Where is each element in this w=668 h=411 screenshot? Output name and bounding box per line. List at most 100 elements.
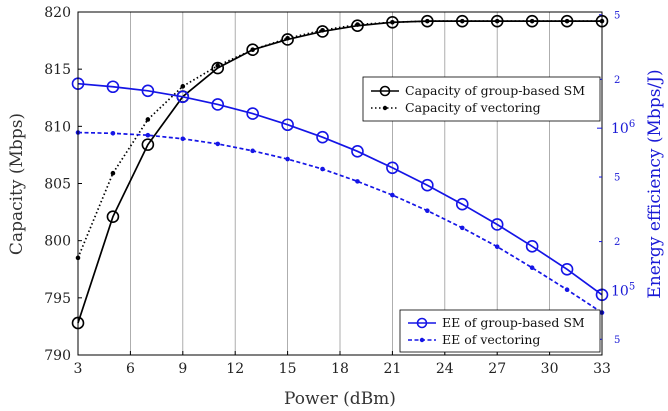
series-3 bbox=[75, 130, 605, 315]
series-line-3 bbox=[77, 131, 603, 314]
y2-tick-label-5: 2 bbox=[614, 75, 620, 86]
data-point-1-3 bbox=[180, 84, 186, 89]
data-point-1-6 bbox=[285, 35, 290, 41]
data-point-2-5 bbox=[246, 107, 259, 120]
series-line-1 bbox=[77, 20, 602, 259]
data-point-2-14 bbox=[560, 262, 574, 276]
data-point-1-4 bbox=[215, 63, 221, 69]
data-point-3-3 bbox=[180, 136, 186, 142]
x-tick-label-3: 3 bbox=[74, 361, 83, 377]
y2-tick-label-2: 2 bbox=[614, 237, 620, 248]
data-point-3-11 bbox=[459, 225, 465, 231]
series-line-2 bbox=[77, 82, 603, 296]
data-point-0-2 bbox=[141, 138, 155, 151]
y-tick-label-800: 800 bbox=[44, 234, 71, 250]
y-axis-left: 790 795 800 805 810 815 820 bbox=[44, 5, 82, 364]
series-layer bbox=[71, 14, 609, 330]
data-point-0-14 bbox=[560, 14, 574, 28]
data-point-0-6 bbox=[281, 33, 294, 46]
data-point-3-12 bbox=[494, 244, 500, 250]
legend-label-capacity-sm: Capacity of group-based SM bbox=[405, 83, 585, 98]
x-tick-label-12: 12 bbox=[226, 361, 244, 377]
grid bbox=[129, 12, 550, 355]
data-point-0-10 bbox=[421, 14, 434, 28]
data-point-2-3 bbox=[176, 90, 190, 104]
x-tick-label-15: 15 bbox=[279, 361, 297, 377]
y2-tick-label-1: 105 bbox=[611, 281, 635, 299]
series-2 bbox=[71, 77, 609, 302]
data-point-2-1 bbox=[106, 80, 120, 94]
x-tick-label-9: 9 bbox=[178, 361, 187, 377]
legend-marker-capacity-sm bbox=[379, 85, 391, 97]
data-point-3-4 bbox=[215, 141, 221, 147]
x-tick-label-18: 18 bbox=[331, 361, 349, 377]
data-point-3-13 bbox=[529, 265, 535, 271]
y-tick-label-820: 820 bbox=[44, 5, 71, 21]
data-point-2-13 bbox=[525, 240, 539, 253]
data-point-2-12 bbox=[490, 218, 504, 231]
data-point-2-11 bbox=[455, 197, 469, 211]
y-tick-label-795: 795 bbox=[44, 291, 71, 307]
y-tick-label-790: 790 bbox=[44, 348, 71, 364]
data-point-0-5 bbox=[246, 43, 259, 57]
data-point-3-14 bbox=[564, 287, 570, 293]
legend-label-capacity-vectoring: Capacity of vectoring bbox=[405, 100, 541, 115]
data-point-1-12 bbox=[494, 18, 500, 24]
y-axis-label-right: Energy efficiency (Mbps/J) bbox=[645, 69, 665, 298]
y-axis-right: 5 105 2 5 106 2 5 bbox=[597, 10, 635, 346]
data-point-3-6 bbox=[285, 156, 290, 162]
data-point-1-11 bbox=[459, 18, 465, 24]
x-axis: 3 6 9 12 15 18 21 24 27 30 33 bbox=[74, 351, 611, 377]
y-axis-label-left: Capacity (Mbps) bbox=[7, 113, 27, 255]
legend-label-ee-vectoring: EE of vectoring bbox=[442, 332, 540, 347]
data-point-1-5 bbox=[250, 47, 255, 53]
data-point-3-7 bbox=[320, 166, 325, 172]
x-tick-label-24: 24 bbox=[436, 361, 454, 377]
y2-tick-label-3: 5 bbox=[614, 173, 620, 184]
y2-tick-label-0: 5 bbox=[614, 335, 620, 346]
data-point-0-1 bbox=[106, 210, 120, 223]
data-point-2-8 bbox=[351, 145, 364, 158]
data-point-2-6 bbox=[281, 118, 294, 132]
data-point-3-2 bbox=[145, 132, 151, 138]
data-point-2-7 bbox=[316, 130, 329, 144]
data-point-2-4 bbox=[211, 98, 225, 111]
data-point-3-8 bbox=[355, 179, 360, 184]
data-point-1-8 bbox=[355, 22, 360, 27]
x-tick-label-21: 21 bbox=[383, 361, 401, 377]
data-point-1-2 bbox=[145, 117, 151, 122]
data-point-0-7 bbox=[316, 25, 329, 38]
data-point-3-1 bbox=[110, 130, 116, 136]
data-point-1-13 bbox=[529, 18, 535, 24]
y-tick-label-805: 805 bbox=[44, 177, 71, 193]
data-point-3-10 bbox=[425, 208, 430, 214]
legend-ee: EE of group-based SM EE of vectoring bbox=[399, 309, 601, 353]
data-point-1-14 bbox=[564, 18, 570, 24]
data-point-1-1 bbox=[110, 170, 116, 176]
data-point-1-7 bbox=[320, 27, 325, 33]
legend-capacity: Capacity of group-based SM Capacity of v… bbox=[362, 76, 601, 122]
x-axis-label: Power (dBm) bbox=[284, 389, 396, 409]
x-tick-label-33: 33 bbox=[593, 361, 611, 377]
data-point-1-10 bbox=[425, 18, 430, 24]
data-point-3-5 bbox=[250, 148, 255, 154]
data-point-2-9 bbox=[386, 161, 399, 175]
x-tick-label-27: 27 bbox=[488, 361, 506, 377]
x-tick-label-30: 30 bbox=[541, 361, 559, 377]
series-1 bbox=[75, 18, 605, 261]
y2-tick-label-4: 106 bbox=[611, 119, 635, 137]
y-tick-label-815: 815 bbox=[44, 62, 71, 78]
legend-label-ee-sm: EE of group-based SM bbox=[442, 315, 585, 330]
legend-marker-capacity-vectoring bbox=[382, 105, 388, 111]
y-tick-label-810: 810 bbox=[44, 119, 71, 135]
legend-marker-ee-sm bbox=[416, 317, 428, 329]
data-point-0-4 bbox=[211, 61, 225, 75]
data-point-3-9 bbox=[390, 192, 395, 198]
data-point-2-2 bbox=[141, 84, 155, 98]
data-point-2-10 bbox=[421, 178, 434, 192]
y2-tick-label-6: 5 bbox=[614, 10, 620, 21]
data-point-1-9 bbox=[390, 19, 395, 25]
legend-marker-ee-vectoring bbox=[419, 337, 425, 343]
x-tick-label-6: 6 bbox=[126, 361, 135, 377]
